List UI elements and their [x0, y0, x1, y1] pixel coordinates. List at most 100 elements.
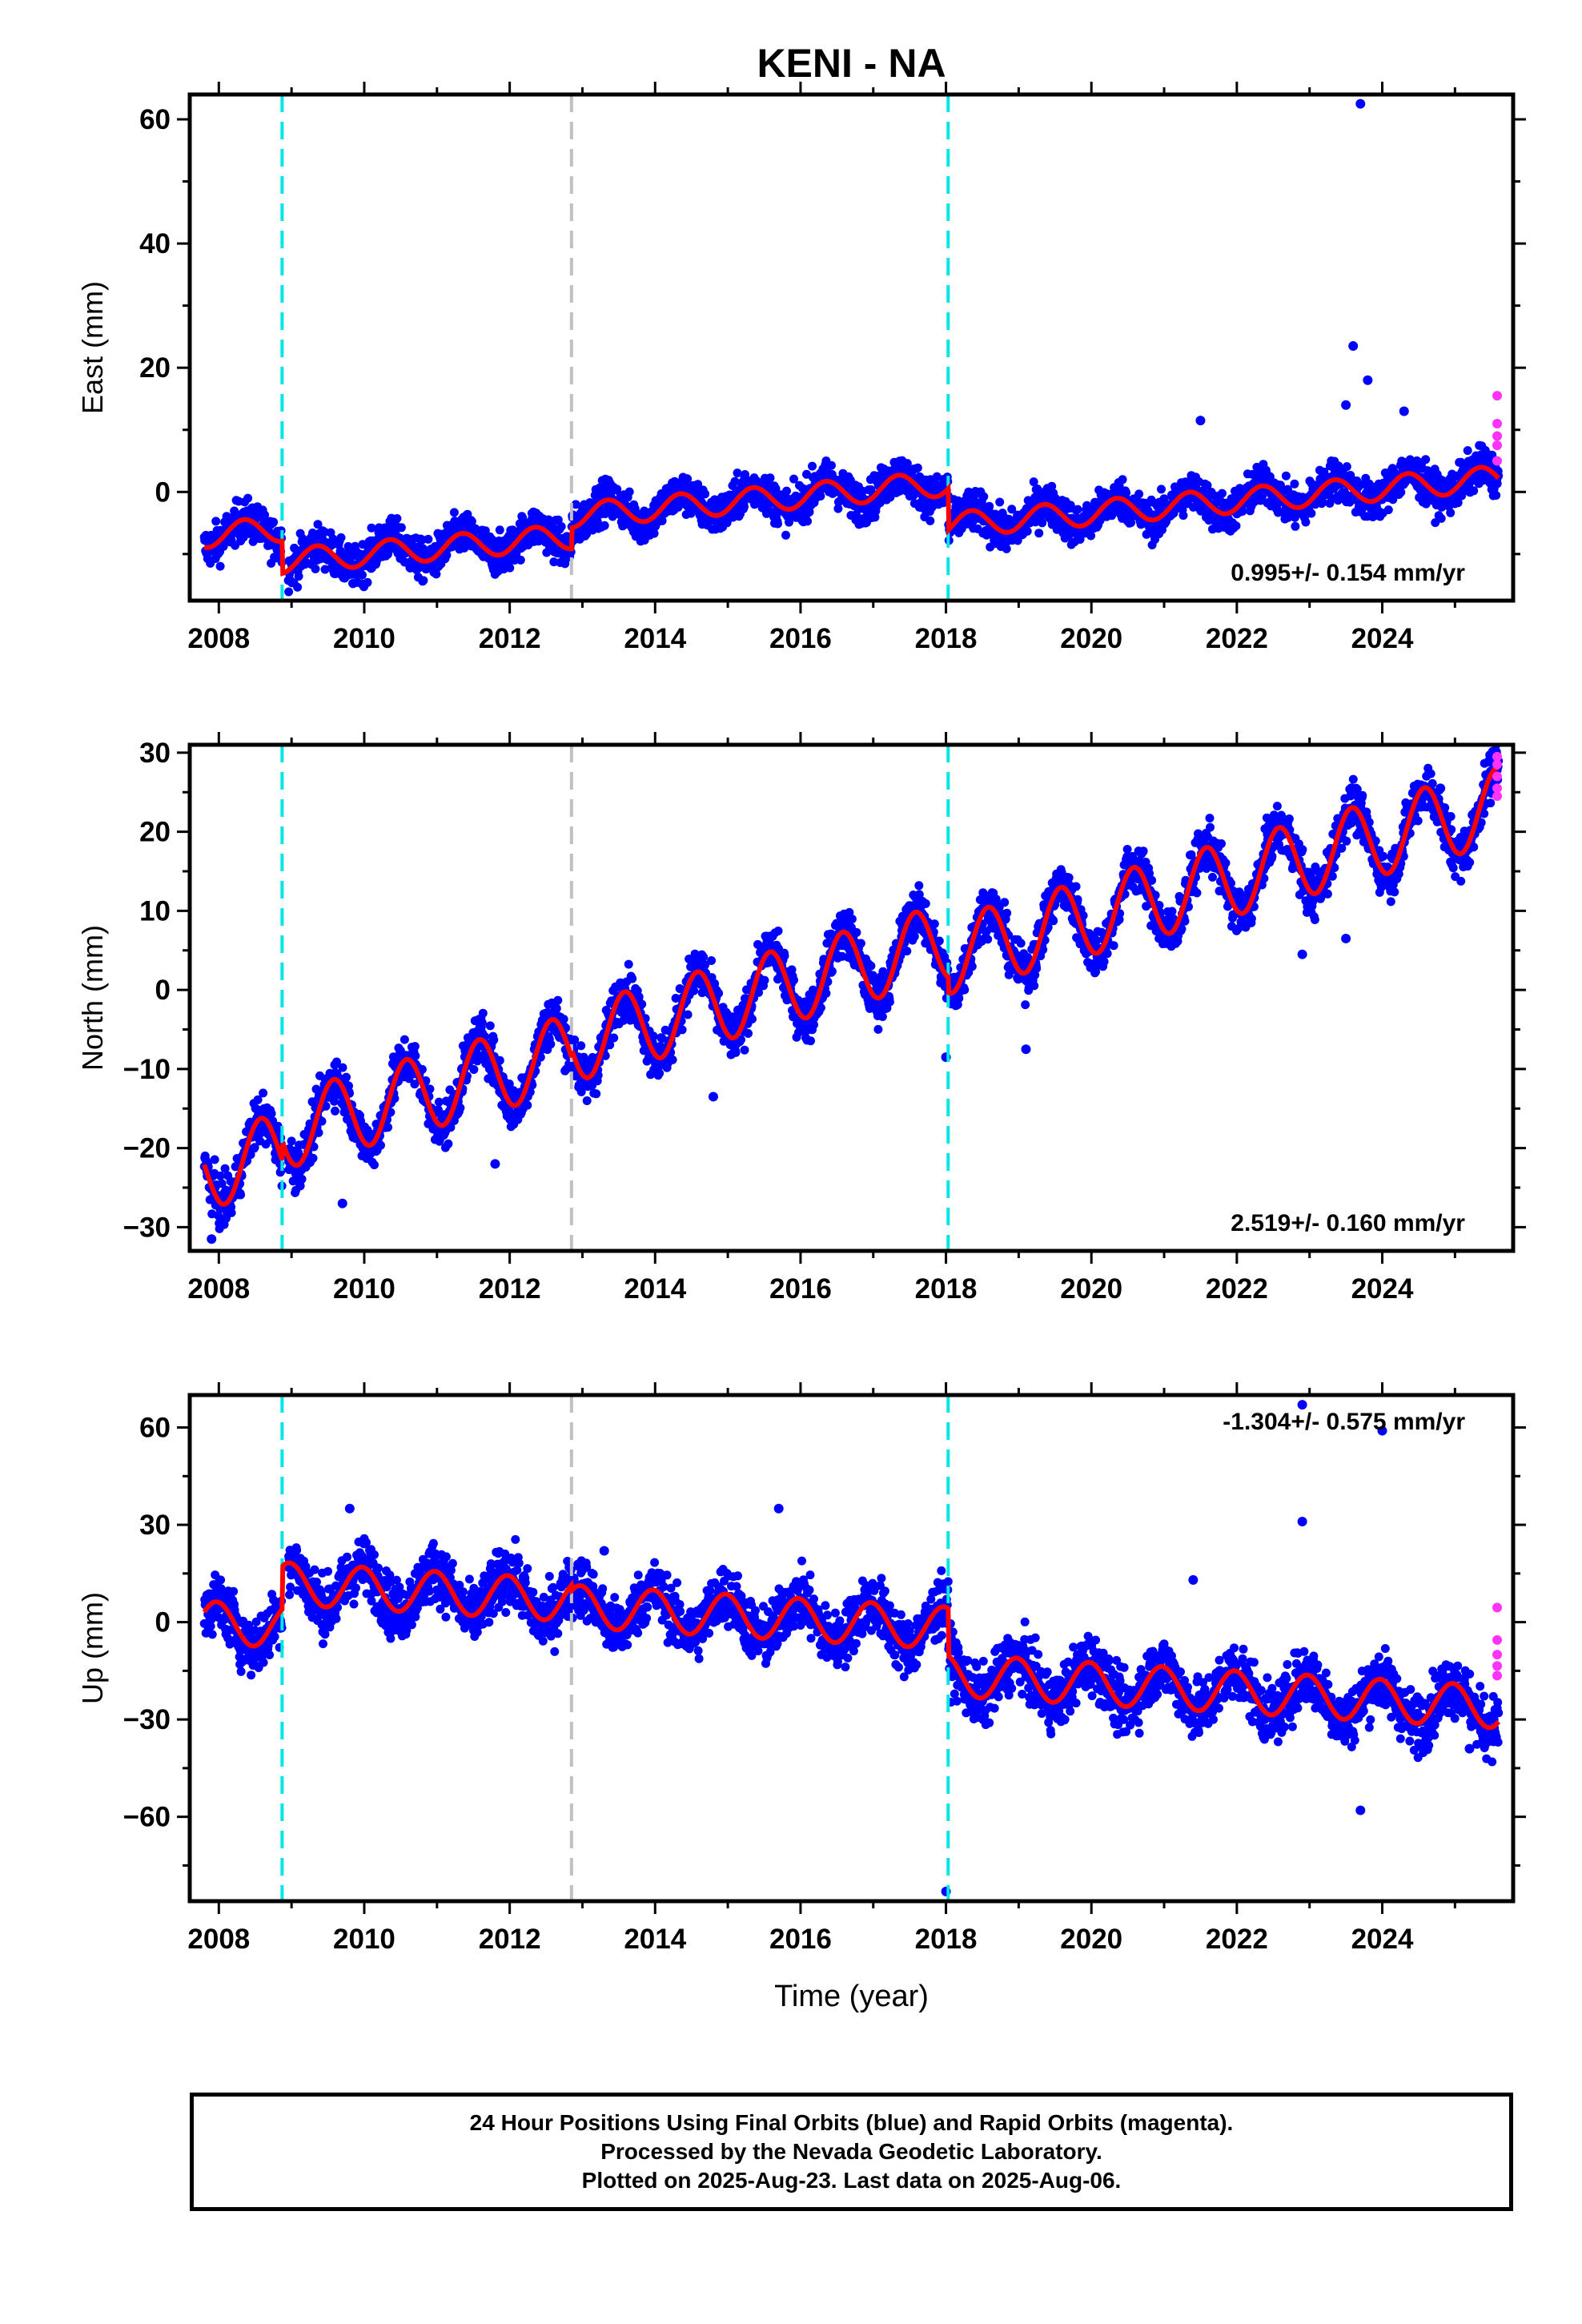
- data-point: [771, 484, 781, 493]
- data-point: [1291, 521, 1300, 531]
- data-point: [780, 951, 789, 961]
- data-point: [219, 541, 228, 551]
- data-point: [411, 1051, 420, 1060]
- data-point: [1218, 489, 1227, 498]
- data-point: [396, 523, 406, 533]
- data-point: [1446, 508, 1456, 517]
- data-point: [1436, 513, 1446, 523]
- data-point: [556, 522, 566, 531]
- data-point: [985, 501, 994, 511]
- data-point: [1029, 477, 1038, 487]
- data-point: [313, 520, 323, 529]
- data-point: [546, 1039, 556, 1049]
- data-point: [320, 565, 330, 574]
- y-tick-label: 0: [155, 476, 171, 508]
- rapid-orbit-point: [1492, 391, 1503, 401]
- data-point: [781, 530, 790, 540]
- data-point: [1022, 526, 1032, 536]
- data-point: [1002, 544, 1011, 553]
- data-point: [284, 587, 294, 597]
- data-point: [600, 521, 609, 530]
- data-point: [469, 1065, 479, 1074]
- data-point: [877, 1012, 887, 1021]
- data-point: [628, 974, 637, 983]
- data-point: [1107, 511, 1117, 521]
- y-tick-label: 40: [139, 228, 171, 259]
- data-point: [1421, 455, 1431, 464]
- data-point: [785, 517, 793, 527]
- data-point: [866, 961, 876, 971]
- data-point: [467, 517, 476, 526]
- data-point: [808, 461, 817, 471]
- data-point: [508, 525, 517, 535]
- data-point: [1492, 479, 1502, 489]
- data-point: [363, 577, 372, 587]
- outlier-point: [1363, 375, 1373, 385]
- rapid-orbit-point: [1492, 431, 1503, 441]
- data-point: [733, 468, 742, 478]
- data-point: [1301, 517, 1311, 527]
- data-point: [1157, 485, 1166, 494]
- plot-area-east: [199, 94, 1504, 601]
- data-point: [748, 1015, 757, 1023]
- data-point: [806, 1036, 815, 1046]
- data-point: [215, 1171, 225, 1180]
- data-point: [243, 493, 253, 503]
- y-tick-label: 60: [139, 104, 171, 135]
- data-point: [707, 956, 717, 965]
- plot-area-north: [199, 745, 1504, 1251]
- data-point: [856, 939, 865, 948]
- data-point: [516, 555, 525, 565]
- data-point: [1396, 488, 1406, 497]
- data-point: [852, 927, 861, 937]
- data-point: [826, 460, 836, 470]
- data-point: [624, 959, 633, 969]
- x-tick-label: 2020: [1060, 623, 1122, 654]
- data-point: [657, 516, 667, 525]
- data-point: [210, 1155, 219, 1164]
- data-point: [816, 1003, 825, 1012]
- data-point: [553, 995, 563, 1005]
- x-tick-label: 2012: [479, 623, 541, 654]
- data-point: [259, 1088, 268, 1098]
- data-point: [383, 1123, 392, 1132]
- data-point: [419, 576, 428, 585]
- data-point: [267, 1109, 276, 1118]
- y-axis-label-east: East (mm): [76, 281, 109, 414]
- data-point: [410, 1042, 420, 1051]
- outlier-point: [1399, 406, 1409, 416]
- data-point: [236, 1190, 246, 1200]
- data-point: [400, 1035, 409, 1044]
- data-point: [592, 1089, 601, 1099]
- chart-title: KENI - NA: [757, 41, 946, 86]
- data-point: [913, 463, 922, 472]
- data-point: [392, 514, 402, 523]
- panel-north: 2008 2010 2012 2014 2016 2018 2020 2022 2024−30−…: [76, 732, 1526, 1305]
- data-point: [926, 516, 935, 525]
- data-point: [576, 1041, 586, 1051]
- data-point: [683, 1010, 693, 1019]
- data-point: [294, 572, 303, 581]
- data-point: [456, 1103, 465, 1112]
- data-point: [477, 1018, 487, 1027]
- data-point: [342, 1072, 351, 1082]
- data-point: [805, 507, 814, 517]
- data-point: [1231, 521, 1241, 531]
- data-point: [260, 510, 270, 520]
- data-point: [1073, 505, 1082, 514]
- data-point: [689, 986, 699, 995]
- data-point: [873, 1024, 883, 1034]
- data-point: [489, 1035, 499, 1044]
- data-point: [424, 534, 433, 544]
- x-tick-label: 2008: [187, 623, 250, 654]
- x-tick-label: 2022: [1206, 623, 1268, 654]
- data-point: [789, 474, 798, 484]
- x-tick-label: 2010: [333, 623, 396, 654]
- data-point: [552, 1003, 561, 1013]
- final-orbit-points-east: [199, 440, 1504, 597]
- data-point: [1178, 511, 1188, 521]
- data-point: [297, 1174, 307, 1184]
- data-point: [1134, 489, 1144, 499]
- data-point: [677, 1025, 687, 1035]
- rapid-orbit-point: [1492, 456, 1503, 466]
